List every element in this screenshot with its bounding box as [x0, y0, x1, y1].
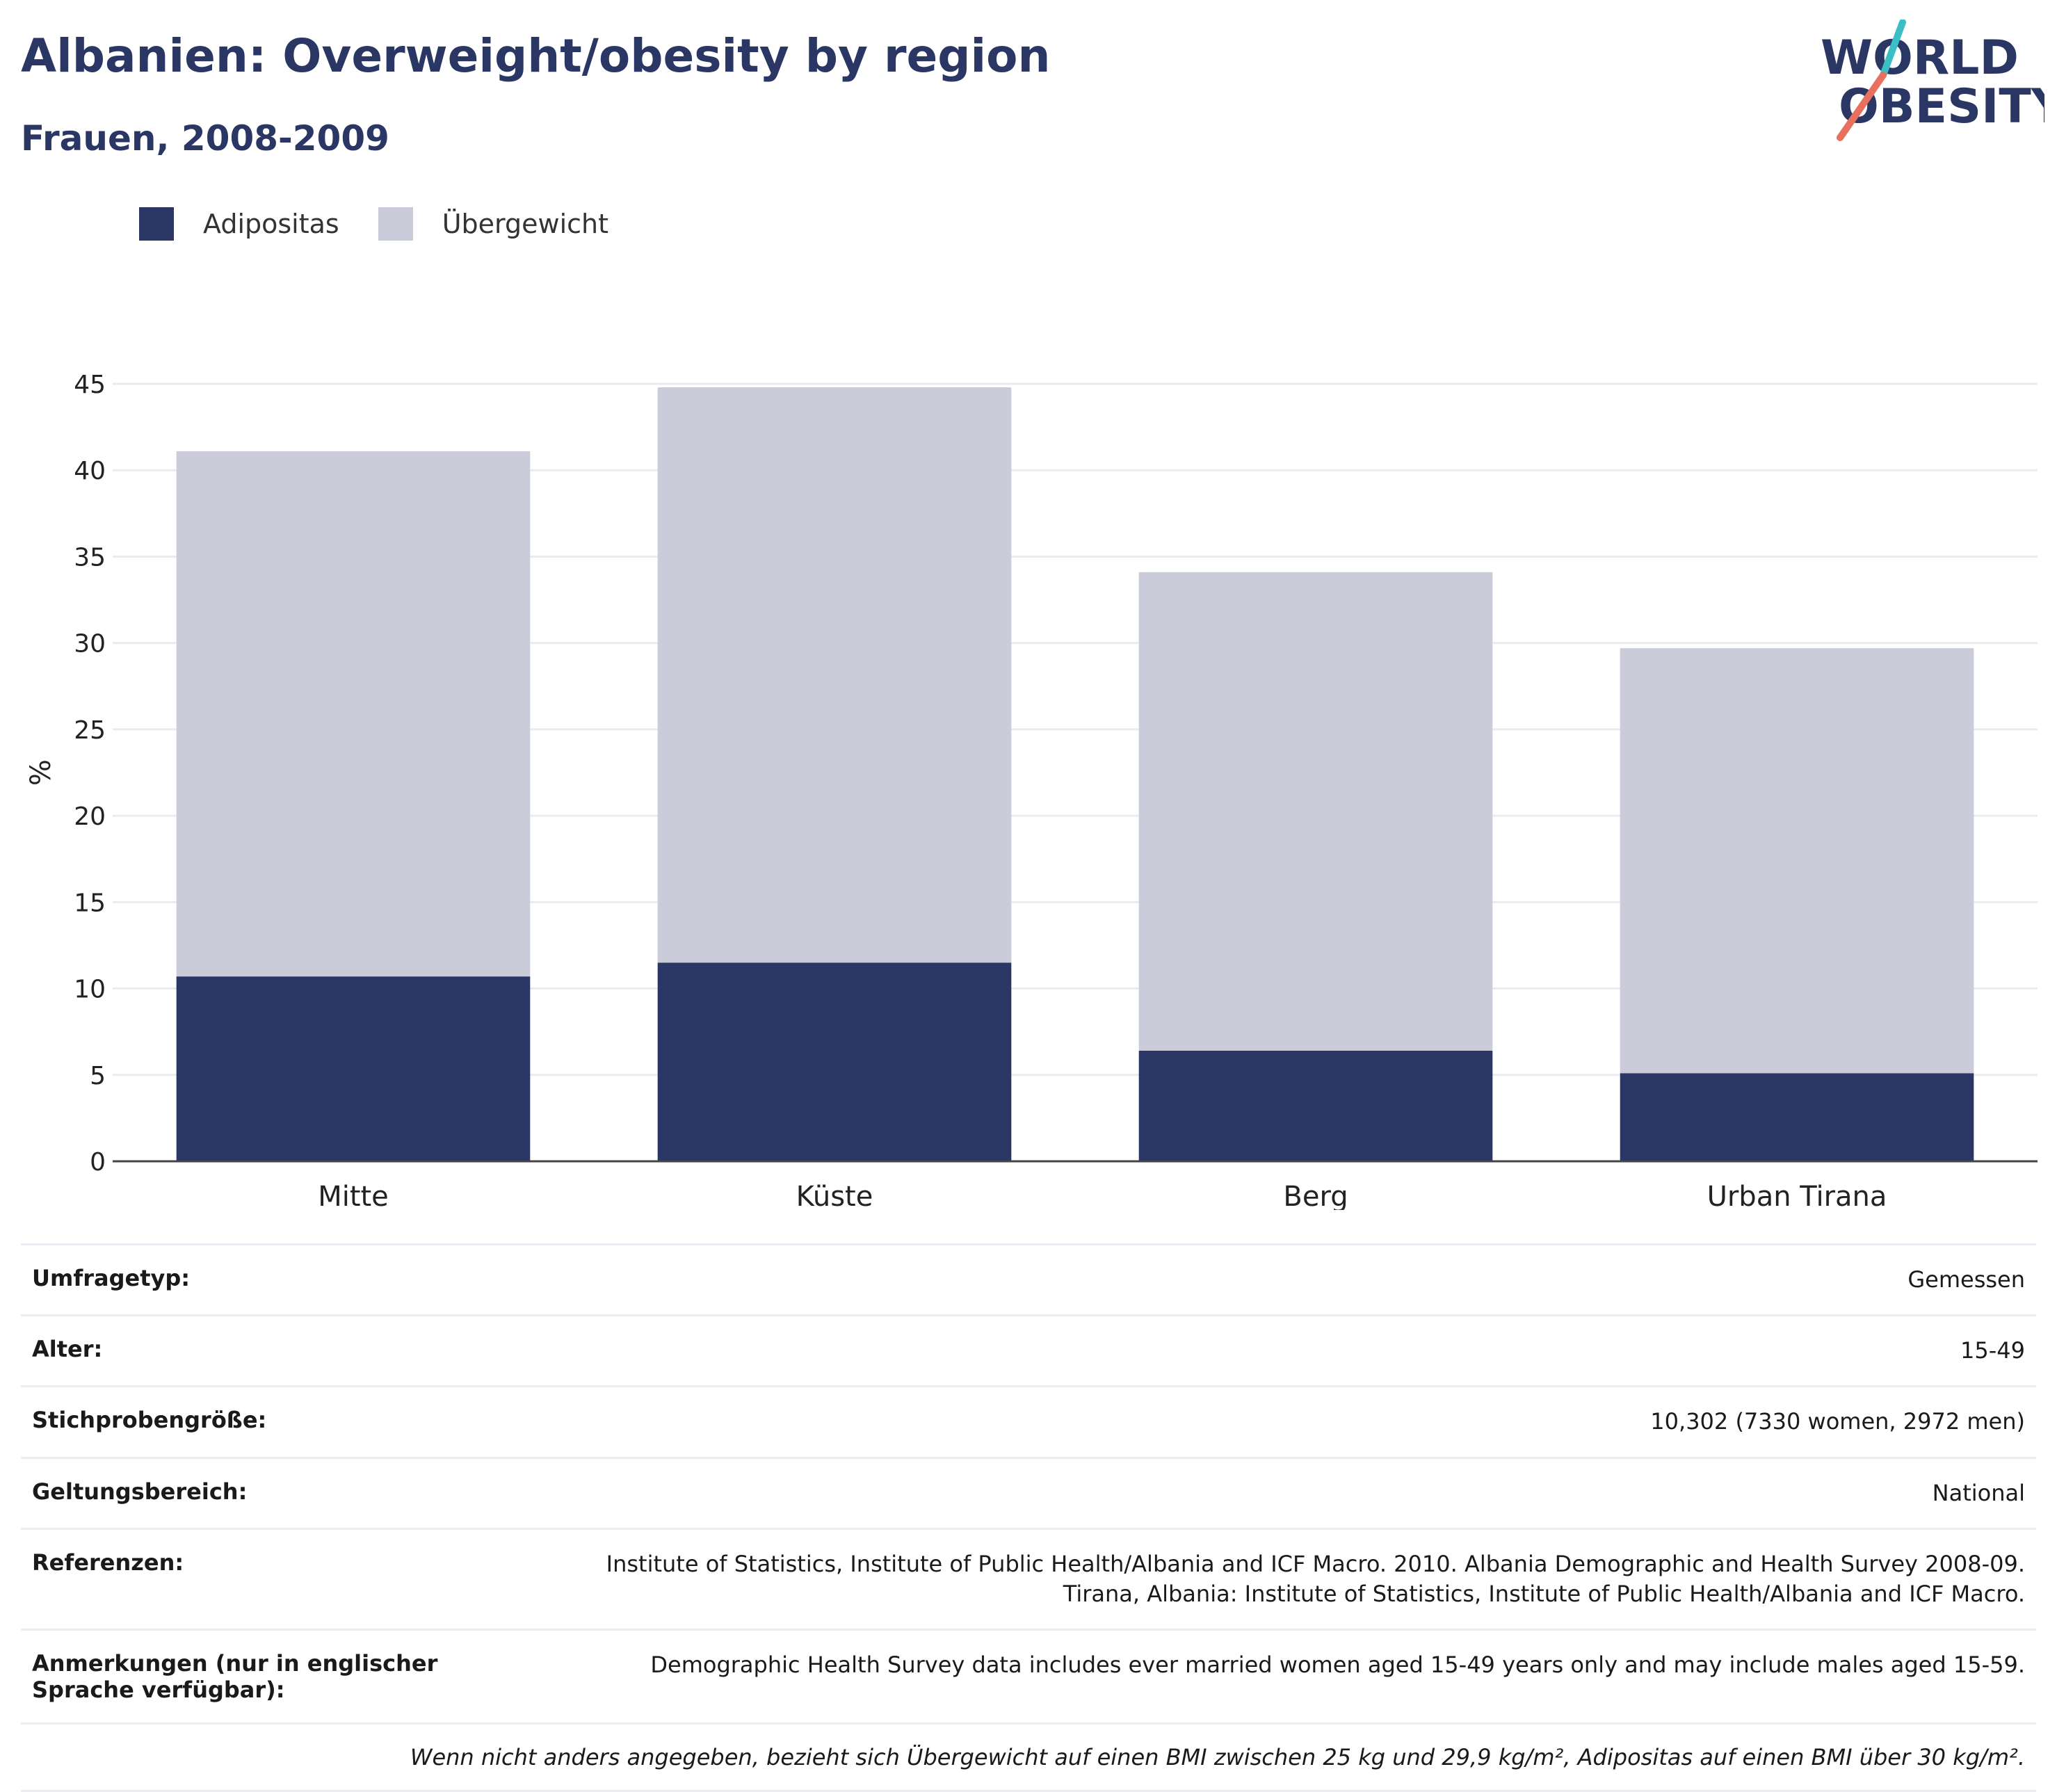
- y-tick-label: 20: [74, 802, 106, 831]
- logo-slash-coral: [1837, 72, 1887, 141]
- bar-obesity-urban-tirana: [1620, 1073, 1974, 1161]
- info-key: Umfragetyp:: [21, 1243, 544, 1316]
- x-tick-label: Berg: [1283, 1181, 1348, 1210]
- y-tick-label: 15: [74, 889, 106, 917]
- info-key: Anmerkungen (nur in englischer Sprache v…: [21, 1629, 544, 1724]
- y-tick-label: 5: [90, 1062, 106, 1090]
- info-key: Geltungsbereich:: [21, 1456, 544, 1529]
- logo-line1: WORLD: [1821, 31, 2019, 86]
- y-tick-label: 10: [74, 976, 106, 1004]
- logo-slash-teal: [1880, 19, 1906, 79]
- info-key: Alter:: [21, 1314, 544, 1387]
- y-tick-label: 25: [74, 716, 106, 745]
- info-key: Stichprobengröße:: [21, 1385, 544, 1458]
- bar-overweight-küste: [657, 387, 1012, 963]
- y-axis-title: %: [25, 759, 57, 786]
- x-tick-label: Küste: [796, 1181, 873, 1210]
- y-tick-label: 40: [74, 457, 106, 485]
- x-tick-label: Mitte: [318, 1181, 389, 1210]
- info-value: Institute of Statistics, Institute of Pu…: [544, 1527, 2036, 1630]
- info-value: Gemessen: [544, 1243, 2036, 1316]
- info-row-references: Referenzen: Institute of Statistics, Ins…: [21, 1527, 2036, 1630]
- y-tick-label: 30: [74, 630, 106, 659]
- x-tick-label: Urban Tirana: [1707, 1181, 1887, 1210]
- chart-legend: Adipositas Übergewicht: [139, 207, 647, 241]
- world-obesity-logo: WORLD OBESITY: [1821, 19, 2044, 141]
- logo-line2: OBESITY: [1839, 79, 2044, 134]
- bar-obesity-mitte: [176, 976, 531, 1161]
- info-value: 15-49: [544, 1314, 2036, 1387]
- info-row-footnote: Wenn nicht anders angegeben, bezieht sic…: [21, 1722, 2036, 1792]
- y-tick-label: 0: [90, 1148, 106, 1177]
- legend-label-overweight: Übergewicht: [442, 209, 608, 239]
- info-row-survey-type: Umfragetyp: Gemessen: [21, 1243, 2036, 1316]
- info-row-sample-size: Stichprobengröße: 10,302 (7330 women, 29…: [21, 1385, 2036, 1458]
- legend-label-obesity: Adipositas: [203, 209, 339, 239]
- chart-subtitle: Frauen, 2008-2009: [21, 118, 389, 159]
- chart-title: Albanien: Overweight/obesity by region: [21, 29, 1051, 83]
- bar-obesity-küste: [657, 962, 1012, 1161]
- info-row-scope: Geltungsbereich: National: [21, 1456, 2036, 1529]
- info-key: Referenzen:: [21, 1527, 544, 1630]
- y-tick-label: 45: [74, 371, 106, 399]
- bar-overweight-mitte: [176, 451, 531, 977]
- y-tick-label: 35: [74, 543, 106, 572]
- legend-swatch-overweight: [378, 207, 413, 241]
- info-row-age: Alter: 15-49: [21, 1314, 2036, 1387]
- info-table: Umfragetyp: Gemessen Alter: 15-49 Stichp…: [21, 1243, 2036, 1792]
- bar-overweight-urban-tirana: [1620, 648, 1974, 1074]
- legend-item-overweight[interactable]: Übergewicht: [378, 207, 608, 241]
- bar-overweight-berg: [1138, 572, 1493, 1051]
- bar-obesity-berg: [1138, 1050, 1493, 1161]
- info-row-notes: Anmerkungen (nur in englischer Sprache v…: [21, 1629, 2036, 1724]
- info-value: National: [544, 1456, 2036, 1529]
- legend-item-obesity[interactable]: Adipositas: [139, 207, 339, 241]
- legend-swatch-obesity: [139, 207, 174, 241]
- footnote: Wenn nicht anders angegeben, bezieht sic…: [21, 1722, 2036, 1792]
- info-value: Demographic Health Survey data includes …: [544, 1629, 2036, 1724]
- bar-chart: 0 5 10 15 20 25 30 35 40 45% Mitte Küste Berg Urban T…: [25, 371, 2038, 1210]
- info-value: 10,302 (7330 women, 2972 men): [544, 1385, 2036, 1458]
